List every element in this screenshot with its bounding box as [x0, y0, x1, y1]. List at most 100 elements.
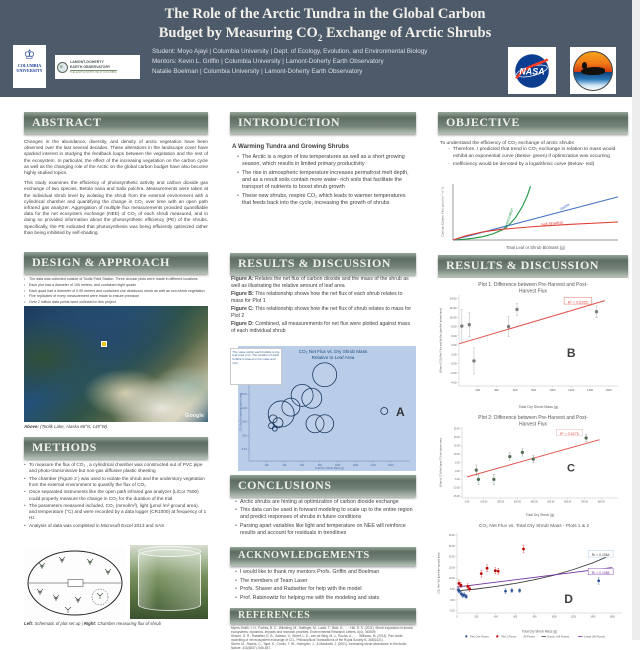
svg-text:NASA: NASA [519, 66, 544, 76]
svg-text:200: 200 [475, 388, 480, 392]
svg-text:10.00: 10.00 [241, 407, 248, 410]
map-caption: Above: (Toolik Lake, Alaska 68°N, 149°W) [24, 424, 108, 429]
svg-text:1000: 1000 [551, 617, 557, 619]
svg-text:0.00: 0.00 [242, 434, 247, 437]
list-item: • Over 2 million data points were collect… [24, 300, 116, 305]
list-item: • Once separated instruments like the ope… [24, 489, 199, 501]
svg-text:600: 600 [513, 388, 518, 392]
bullet-icon: • [24, 462, 26, 467]
figure-description: Figure A: Relates the net flux of carbon… [231, 276, 409, 289]
list-item: • Prof. Rabinowitz for helping me with th… [235, 594, 380, 601]
plot-setup-schematic [24, 547, 126, 619]
section-header-results-discussion-right: RESULTS & DISCUSSION [438, 255, 628, 277]
svg-text:5.00: 5.00 [242, 421, 247, 424]
svg-text:0.00: 0.00 [450, 600, 455, 602]
list-item: • This data can be used in forward modeli… [235, 507, 413, 521]
svg-text:0: 0 [456, 617, 458, 619]
svg-text:800: 800 [531, 388, 536, 392]
svg-text:0.00: 0.00 [451, 362, 457, 366]
columbia-logo: ♔ COLUMBIA UNIVERSITY [13, 45, 46, 88]
list-item: • Each plot had a diameter of 106 meters,… [24, 282, 137, 287]
list-item: • The parameters measured included, CO₂ (… [24, 503, 207, 521]
credit-line: Mentors: Kevin L. Griffin | Columbia Uni… [152, 58, 384, 66]
nasa-logo: NASA [508, 47, 556, 94]
svg-text:10.00: 10.00 [454, 454, 460, 456]
chamber-photo [130, 545, 208, 619]
svg-text:400: 400 [282, 464, 287, 467]
list-item: • The chamber (Figure 2 ) was used to iso… [24, 475, 205, 487]
reference-item: Shaver, G. R., Rastetter, E. B., Salmon,… [231, 634, 403, 642]
svg-text:Total Dry Shrub Mass (g): Total Dry Shrub Mass (g) [519, 405, 559, 409]
svg-text:Plot 2: Difference between Pre: Plot 2: Difference between Pre-Harvest a… [478, 415, 588, 421]
abstract-paragraph-2: This study examines the efficiency of ph… [24, 180, 208, 235]
bullet-icon: • [235, 507, 237, 514]
reference-item: Sturm, M., Racine, C., Tape, K., Cronin,… [231, 642, 408, 650]
section-header-conclusions: CONCLUSIONS [230, 475, 416, 497]
figure-a-bubble-chart: CO₂ Net Flux vs. Dry Shrub Mass Relative … [238, 346, 416, 471]
bullet-icon: • [235, 499, 237, 505]
svg-text:1200: 1200 [353, 464, 359, 467]
bullet-icon: • [237, 154, 239, 160]
svg-text:R² = 0.1086: R² = 0.1086 [592, 571, 610, 575]
section-header-methods: METHODS [24, 437, 208, 459]
svg-text:10.00: 10.00 [449, 578, 455, 580]
bullet-icon: • [24, 522, 26, 528]
abstract-body: Changes in the abundance, diversity, and… [24, 139, 208, 240]
dash-icon: - [448, 147, 450, 153]
svg-text:800.00: 800.00 [598, 502, 606, 504]
list-item: • The data was collected outside of Tooli… [24, 277, 198, 281]
svg-text:CO₂ Net Flux (μmol/m² ground a: CO₂ Net Flux (μmol/m² ground area) [240, 393, 243, 432]
svg-text:Harvest Flux: Harvest Flux [519, 421, 548, 427]
svg-text:300.00: 300.00 [514, 502, 522, 504]
figure-description-list: Figure A: Relates the net flux of carbon… [231, 276, 415, 336]
bottom-image-caption: Left: Schematic of plot set up | Right: … [24, 621, 162, 626]
section-header-acknowledgements: ACKNOWLEDGEMENTS [230, 547, 416, 566]
svg-text:200: 200 [265, 464, 270, 467]
svg-text:1600: 1600 [606, 388, 613, 392]
svg-text:12.00: 12.00 [450, 306, 457, 310]
svg-text:10.00: 10.00 [450, 315, 457, 319]
bullet-icon: • [24, 475, 26, 481]
list-item: • These new shrubs, respire CO₂ which lea… [237, 192, 406, 206]
plot1-scatter-chart: Plot 1: Difference between Pre-Harvest a… [438, 278, 628, 410]
svg-text:20.00: 20.00 [449, 557, 455, 559]
bullet-icon: • [237, 192, 239, 199]
svg-text:All Fluxes: All Fluxes [524, 634, 536, 638]
schematic-drawing [27, 550, 123, 616]
svg-text:25.00: 25.00 [449, 546, 455, 548]
bullet-icon: • [24, 288, 26, 293]
svg-text:1400: 1400 [587, 388, 594, 392]
svg-text:700.00: 700.00 [581, 502, 589, 504]
svg-text:-5.00: -5.00 [454, 479, 460, 481]
svg-text:1400: 1400 [370, 464, 376, 467]
objective-body: To understand the efficiency of CO₂ exch… [440, 141, 626, 170]
bullet-icon: • [235, 569, 237, 575]
svg-text:-15.00: -15.00 [453, 496, 460, 498]
svg-text:Optimization: Optimization [504, 208, 514, 229]
bullet-icon: • [24, 294, 26, 299]
section-header-objective: OBJECTIVE [438, 112, 628, 134]
list-item: • Parsing apart variables like light and … [235, 522, 406, 536]
svg-text:600: 600 [300, 464, 305, 467]
list-item: • The members of Team Laser [235, 577, 308, 584]
svg-text:15.00: 15.00 [449, 567, 455, 569]
svg-text:1200: 1200 [571, 617, 577, 619]
svg-text:ΔRate of CO₂(Net) Flux and ΔpF: ΔRate of CO₂(Net) Flux and ΔpFlux (μmol/… [440, 308, 443, 373]
list-item: • To measure the flux of CO₂ , a cylindri… [24, 462, 203, 474]
svg-text:8.00: 8.00 [451, 325, 457, 329]
poster-title-line2: Budget by Measuring CO2 Exchange of Arct… [158, 24, 492, 43]
section-header-abstract: ABSTRACT [24, 112, 208, 134]
bullet-icon: • [24, 277, 26, 281]
section-header-introduction: INTRODUCTION [230, 112, 416, 134]
design-bullet-list: • The data was collected outside of Tooli… [24, 277, 208, 306]
svg-text:1000: 1000 [335, 464, 341, 467]
svg-text:ΔRate of CO₂(Net) (μmol CO₂/m²: ΔRate of CO₂(Net) (μmol CO₂/m² ground ar… [440, 438, 443, 488]
credit-line: Natalie Boelman | Columbia University | … [152, 68, 363, 76]
svg-text:R² = 0.6275: R² = 0.6275 [560, 432, 579, 436]
svg-text:500.00: 500.00 [547, 502, 555, 504]
bullet-icon: • [235, 522, 237, 529]
svg-text:Total Dry Shrub Mass (g): Total Dry Shrub Mass (g) [315, 466, 344, 470]
svg-text:200.00: 200.00 [497, 502, 505, 504]
svg-text:-5.00: -5.00 [241, 448, 247, 451]
google-watermark: Google [185, 413, 204, 419]
